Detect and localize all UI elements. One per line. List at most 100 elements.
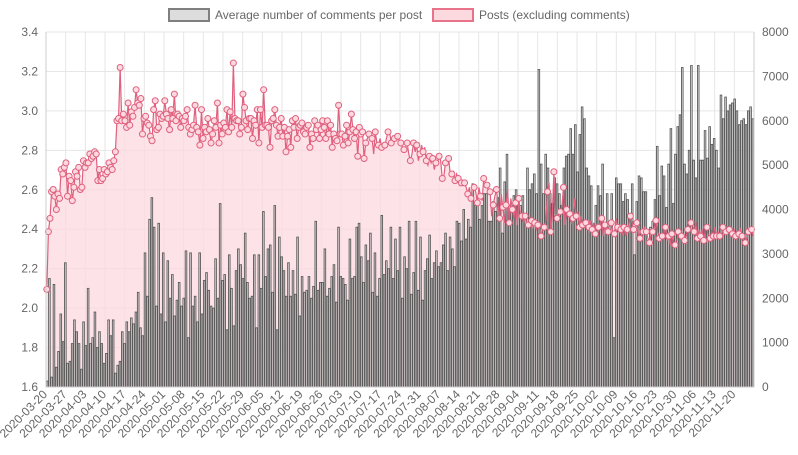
posts-point [537, 232, 545, 240]
comments-bar [480, 205, 484, 388]
comments-bar [426, 258, 429, 388]
comments-bar [373, 252, 377, 388]
comments-bar [728, 104, 732, 388]
comments-bar [196, 321, 199, 388]
y-right-tick-label: 0 [762, 380, 769, 394]
posts-point [461, 179, 469, 187]
comments-bar [735, 110, 739, 388]
comments-bar [717, 167, 720, 388]
posts-point [64, 192, 72, 200]
posts-point [684, 225, 692, 233]
posts-point [534, 221, 542, 229]
comments-bar [91, 337, 94, 388]
comments-bar [148, 218, 151, 388]
comments-bar [253, 254, 256, 388]
legend-item-posts[interactable]: Posts (excluding comments) [432, 8, 630, 22]
posts-point [652, 217, 660, 225]
posts-point [199, 135, 207, 142]
comments-bar [234, 270, 238, 388]
posts-point [483, 181, 491, 189]
comments-bar [457, 222, 461, 388]
posts-point [508, 206, 516, 213]
posts-point [148, 137, 156, 145]
posts-point [75, 163, 83, 171]
comments-bar [608, 232, 611, 388]
posts-point [489, 201, 497, 209]
comments-bar [637, 175, 641, 388]
posts-point [591, 230, 599, 238]
posts-point [154, 123, 162, 131]
posts-point [59, 170, 67, 178]
comments-bar [166, 260, 170, 388]
comments-bar [323, 248, 327, 388]
posts-point [646, 239, 654, 247]
comments-bar [241, 278, 245, 388]
y-left-tick-label: 2.0 [21, 301, 38, 315]
posts-point [521, 212, 529, 220]
comments-bar [321, 282, 324, 388]
comments-bar [307, 276, 311, 388]
comments-bar [294, 293, 297, 388]
comments-bar [451, 248, 454, 388]
comments-bar [462, 209, 465, 388]
comments-bar [644, 191, 648, 388]
posts-point [151, 97, 159, 105]
legend-item-comments[interactable]: Average number of comments per post [168, 8, 423, 22]
posts-point [196, 141, 204, 149]
y-right-tick-label: 1000 [762, 336, 789, 350]
comments-bar [430, 278, 434, 388]
comments-bar [175, 299, 179, 388]
comments-bar [619, 183, 623, 388]
comments-bar [259, 287, 263, 388]
comments-bar [77, 343, 81, 388]
comments-bar [357, 222, 361, 388]
comments-bar [405, 268, 409, 388]
posts-point [344, 139, 352, 147]
comments-bar [751, 118, 755, 388]
posts-point [748, 225, 756, 233]
posts-point [237, 123, 245, 131]
posts-point [277, 115, 285, 123]
comments-bar [109, 335, 113, 388]
comments-bar [699, 159, 702, 388]
comments-bar [164, 321, 167, 388]
comments-bar [519, 205, 522, 388]
comments-bar [275, 329, 279, 388]
comments-bar [364, 244, 368, 388]
comments-bar [111, 319, 115, 388]
posts-point [432, 159, 440, 167]
posts-point [132, 86, 140, 94]
posts-point [343, 121, 351, 129]
comments-bar [510, 209, 513, 388]
comments-bar [410, 293, 413, 388]
comments-bar [125, 321, 129, 388]
posts-point [282, 148, 290, 156]
comments-bar [280, 256, 283, 388]
posts-point [119, 110, 127, 118]
posts-point [73, 172, 81, 180]
posts-point [287, 143, 295, 151]
comments-bar [216, 297, 220, 388]
comments-bar [132, 323, 135, 388]
legend-label-comments: Average number of comments per post [215, 8, 423, 22]
comments-bar [492, 201, 495, 388]
comments-bar [282, 270, 286, 388]
comments-bar [312, 285, 315, 388]
posts-point [218, 130, 226, 138]
posts-point [448, 170, 456, 178]
posts-point [239, 90, 247, 98]
comments-bar [100, 343, 104, 388]
comments-bar [733, 98, 736, 388]
posts-point [49, 186, 57, 194]
posts-point [540, 223, 548, 231]
comments-bar [61, 341, 65, 388]
comments-bar [116, 364, 119, 388]
comments-bar [330, 276, 333, 388]
comments-bar [136, 291, 140, 388]
posts-point [137, 95, 145, 103]
y-left-tick-label: 2.4 [21, 222, 38, 236]
posts-point [515, 194, 523, 202]
comments-bar [298, 315, 302, 388]
comments-bar [93, 311, 97, 388]
comments-bar [692, 159, 695, 388]
